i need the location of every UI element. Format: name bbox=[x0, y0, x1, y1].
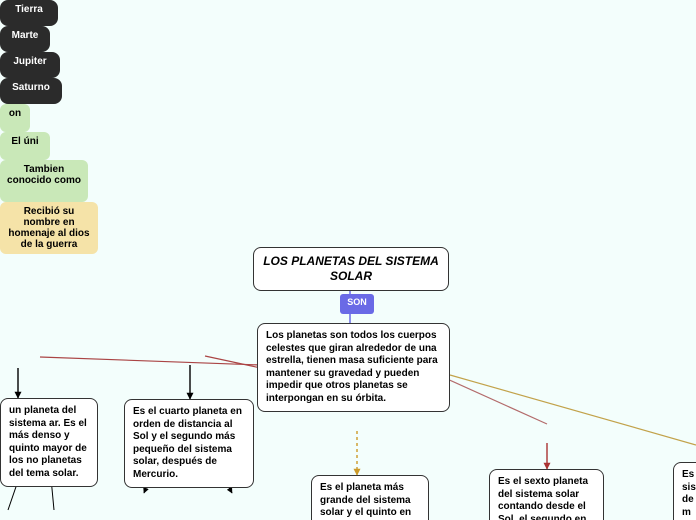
desc-saturno: Es el sexto planeta del sistema solar co… bbox=[489, 469, 604, 520]
subnode-tierra-right: El úni bbox=[0, 132, 50, 160]
node-marte: Marte bbox=[0, 26, 50, 52]
desc-tierra: un planeta del sistema ar. Es el más den… bbox=[0, 398, 98, 487]
subnode-marte-right: Recibió su nombre en homenaje al dios de… bbox=[0, 202, 98, 254]
subnode-tierra-left: on bbox=[0, 104, 30, 132]
node-tierra: Tierra bbox=[0, 0, 58, 26]
desc-urano-partial: Es e siste de m cuar bbox=[673, 462, 696, 520]
definition-box: Los planetas son todos los cuerpos celes… bbox=[257, 323, 450, 412]
concept-map: { "canvas": { "width": 696, "height": 52… bbox=[0, 0, 696, 520]
diagram-title: LOS PLANETAS DEL SISTEMA SOLAR bbox=[253, 247, 449, 291]
desc-marte: Es el cuarto planeta en orden de distanc… bbox=[124, 399, 254, 488]
node-jupiter: Jupiter bbox=[0, 52, 60, 78]
node-saturno: Saturno bbox=[0, 78, 62, 104]
desc-jupiter: Es el planeta más grande del sistema sol… bbox=[311, 475, 429, 520]
connector-label-son: SON bbox=[340, 294, 374, 314]
subnode-marte-left: Tambien conocido como bbox=[0, 160, 88, 202]
